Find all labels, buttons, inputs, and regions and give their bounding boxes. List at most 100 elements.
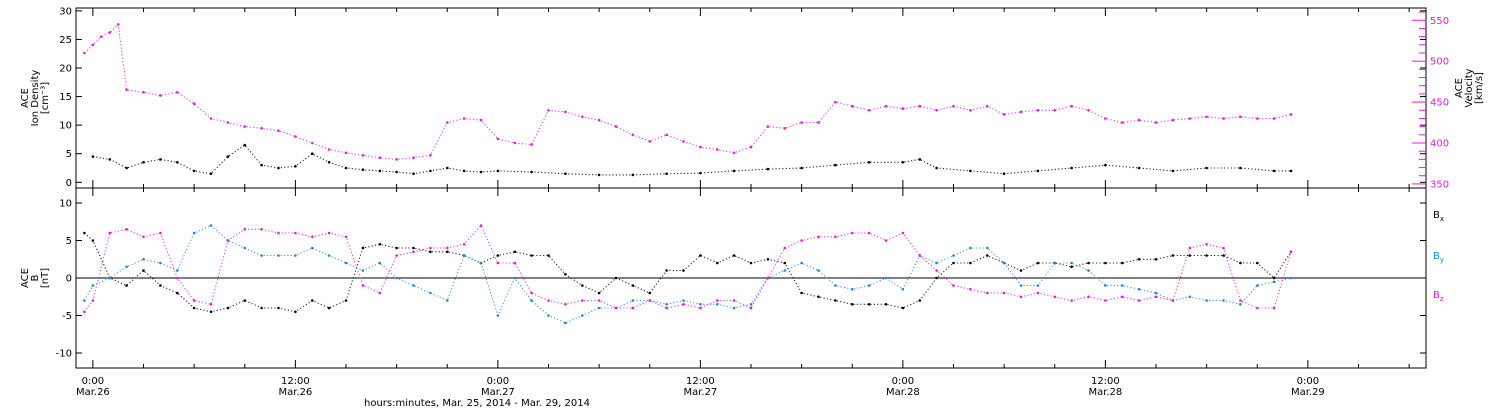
point-bx-16 <box>344 299 348 302</box>
point-velocity-70 <box>1222 117 1225 120</box>
x-tick-date-4: Mar.28 <box>886 387 920 398</box>
point-bz-68 <box>1222 246 1225 250</box>
point-velocity-32 <box>581 115 584 119</box>
point-by-53 <box>969 246 972 250</box>
point-ion-density-34 <box>834 163 837 167</box>
point-bx-33 <box>631 284 635 287</box>
x-tick-time-4: 0:00 <box>892 376 914 387</box>
point-by-33 <box>631 299 635 302</box>
point-bz-34 <box>648 299 652 302</box>
point-bz-38 <box>716 299 719 302</box>
right-tick-label-velocity-4: 550 <box>1430 16 1449 27</box>
point-velocity-12 <box>243 125 247 128</box>
point-bx-59 <box>1070 265 1073 269</box>
point-velocity-60 <box>1053 109 1057 112</box>
point-bx-4 <box>142 269 145 272</box>
point-by-54 <box>986 246 989 250</box>
point-bx-17 <box>361 246 365 250</box>
point-bz-26 <box>513 261 517 265</box>
point-ion-density-24 <box>496 169 500 173</box>
point-by-37 <box>699 303 702 306</box>
left-axis-label-bfield-2: [nT] <box>40 268 51 288</box>
point-by-24 <box>479 261 483 265</box>
point-by-48 <box>884 276 888 280</box>
left-axis-label-density-0: ACE <box>20 88 31 108</box>
point-bz-15 <box>327 231 331 235</box>
point-bz-24 <box>479 224 483 227</box>
point-by-13 <box>294 254 297 257</box>
point-bz-44 <box>817 235 820 239</box>
point-bx-11 <box>260 306 263 310</box>
point-ion-density-1 <box>108 158 112 161</box>
point-velocity-18 <box>344 151 348 155</box>
left-axis-label-bfield-0: ACE <box>20 268 31 288</box>
point-by-38 <box>716 303 719 306</box>
point-ion-density-4 <box>159 158 162 161</box>
point-bz-72 <box>1289 250 1293 254</box>
point-velocity-58 <box>1019 110 1023 114</box>
point-bx-12 <box>277 306 280 310</box>
point-bz-62 <box>1121 295 1124 299</box>
point-bz-65 <box>1171 299 1175 302</box>
point-by-8 <box>209 224 213 227</box>
point-by-68 <box>1222 299 1225 302</box>
point-velocity-52 <box>918 104 922 108</box>
point-bx-18 <box>378 243 382 246</box>
point-bz-28 <box>547 299 550 302</box>
point-by-42 <box>783 269 787 272</box>
point-bz-9 <box>226 239 230 242</box>
x-tick-date-0: Mar.26 <box>76 387 110 398</box>
point-bz-18 <box>378 291 382 295</box>
point-ion-density-47 <box>1239 166 1242 170</box>
point-ion-density-9 <box>243 143 247 147</box>
legend-entry-bz: Bz <box>1433 290 1444 303</box>
point-by-40 <box>749 303 753 306</box>
point-by-58 <box>1053 261 1057 265</box>
left-tick-label-density-2: 10 <box>59 121 72 132</box>
point-by-66 <box>1188 295 1192 299</box>
point-velocity-1 <box>91 43 95 47</box>
point-bx-32 <box>614 276 618 280</box>
point-by-3 <box>125 265 128 269</box>
point-bx-10 <box>243 299 247 302</box>
point-by-14 <box>311 246 314 250</box>
point-by-5 <box>159 261 162 265</box>
point-bx-36 <box>682 269 685 272</box>
point-by-69 <box>1239 303 1242 306</box>
point-velocity-47 <box>834 100 837 104</box>
point-by-60 <box>1087 269 1090 272</box>
point-ion-density-10 <box>260 163 263 167</box>
point-velocity-5 <box>125 88 128 92</box>
point-velocity-11 <box>226 121 230 124</box>
point-bx-19 <box>395 246 398 250</box>
series-velocity <box>83 23 1293 161</box>
point-by-67 <box>1205 299 1208 302</box>
x-tick-time-1: 12:00 <box>281 376 310 387</box>
point-bz-13 <box>294 231 297 235</box>
point-by-62 <box>1121 284 1124 287</box>
right-axis-velocity: 350 400 450 500 550 ACE Velocity [km/s] <box>1412 11 1485 190</box>
legend-label-main-bx: B <box>1433 210 1440 221</box>
point-bz-32 <box>614 306 618 310</box>
point-velocity-15 <box>294 135 297 138</box>
point-by-26 <box>513 276 517 280</box>
point-velocity-10 <box>209 117 213 120</box>
point-bz-47 <box>867 231 871 235</box>
point-bz-60 <box>1087 295 1090 299</box>
point-by-59 <box>1070 261 1073 265</box>
x-tick-date-1: Mar.26 <box>278 387 312 398</box>
x-tick-date-5: Mar.28 <box>1088 387 1122 398</box>
point-by-20 <box>412 284 415 287</box>
point-bx-28 <box>547 254 550 257</box>
point-bx-21 <box>429 250 432 254</box>
point-by-22 <box>446 299 449 302</box>
x-axis: 0:00Mar.2612:00Mar.260:00Mar.2712:00Mar.… <box>76 8 1410 398</box>
point-bz-66 <box>1188 246 1192 250</box>
point-by-21 <box>429 291 432 295</box>
point-velocity-49 <box>867 109 871 112</box>
point-ion-density-7 <box>209 172 213 175</box>
point-ion-density-36 <box>901 161 905 164</box>
